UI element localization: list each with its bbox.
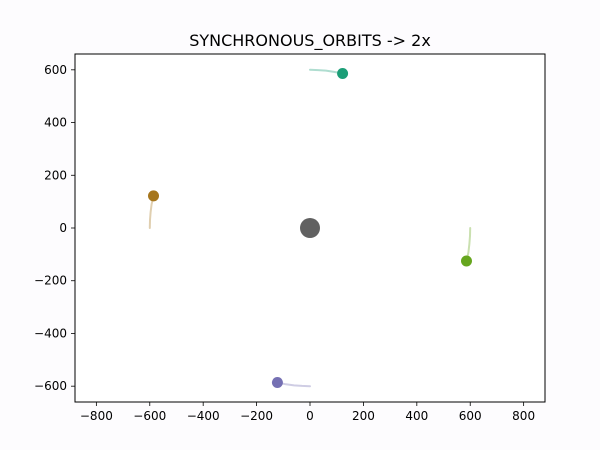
- orbit-trail-3: [276, 381, 311, 388]
- orbiting-body-1: [337, 68, 349, 80]
- x-tick-label: 0: [306, 409, 314, 423]
- orbiting-body-4: [148, 190, 160, 202]
- x-tick-label: 200: [352, 409, 375, 423]
- x-tick-label: −800: [80, 409, 113, 423]
- chart-title: SYNCHRONOUS_ORBITS -> 2x: [189, 31, 431, 51]
- y-tick-label: −200: [34, 274, 67, 288]
- orbit-trail-4: [148, 194, 155, 229]
- y-tick-label: −600: [34, 379, 67, 393]
- orbit-trails: [148, 68, 472, 388]
- orbit-trail-1: [309, 68, 344, 75]
- orbiting-body-3: [271, 376, 283, 388]
- x-axis: −800 −600 −400 −200 0 200 400 600 800: [80, 402, 535, 423]
- x-tick-label: 600: [459, 409, 482, 423]
- y-tick-label: 0: [59, 221, 67, 235]
- x-tick-label: −200: [240, 409, 273, 423]
- central-body: [300, 218, 320, 238]
- x-tick-label: 800: [512, 409, 535, 423]
- y-tick-label: 400: [44, 116, 67, 130]
- x-tick-label: −400: [187, 409, 220, 423]
- orbiting-body-2: [460, 255, 472, 267]
- y-tick-label: 200: [44, 168, 67, 182]
- y-axis: −600 −400 −200 0 200 400 600: [34, 63, 75, 393]
- x-tick-label: −600: [133, 409, 166, 423]
- y-tick-label: −400: [34, 326, 67, 340]
- orbit-bodies: [148, 68, 472, 388]
- x-tick-label: 400: [405, 409, 428, 423]
- orbit-trail-2: [465, 227, 472, 262]
- y-tick-label: 600: [44, 63, 67, 77]
